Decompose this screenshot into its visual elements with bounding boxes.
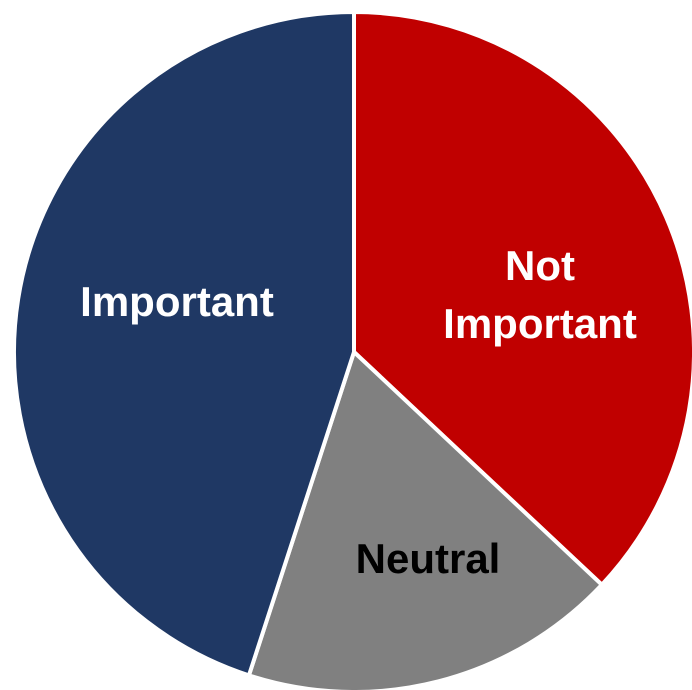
pie-slice-neutral — [246, 350, 604, 690]
pie-label-not-important: Not Important — [443, 242, 637, 347]
pie-labels: Not Important Neutral Important — [80, 242, 637, 582]
pie-label-neutral: Neutral — [356, 535, 501, 582]
pie-label-line: Not — [505, 242, 575, 289]
pie-slice-important — [11, 10, 356, 678]
pie-label-line: Important — [80, 278, 274, 325]
pie-label-line: Neutral — [356, 535, 501, 582]
pie-label-line: Important — [443, 300, 637, 347]
pie-slices — [11, 10, 692, 690]
pie-slice-not-important — [352, 10, 692, 587]
pie-label-important: Important — [80, 278, 274, 325]
